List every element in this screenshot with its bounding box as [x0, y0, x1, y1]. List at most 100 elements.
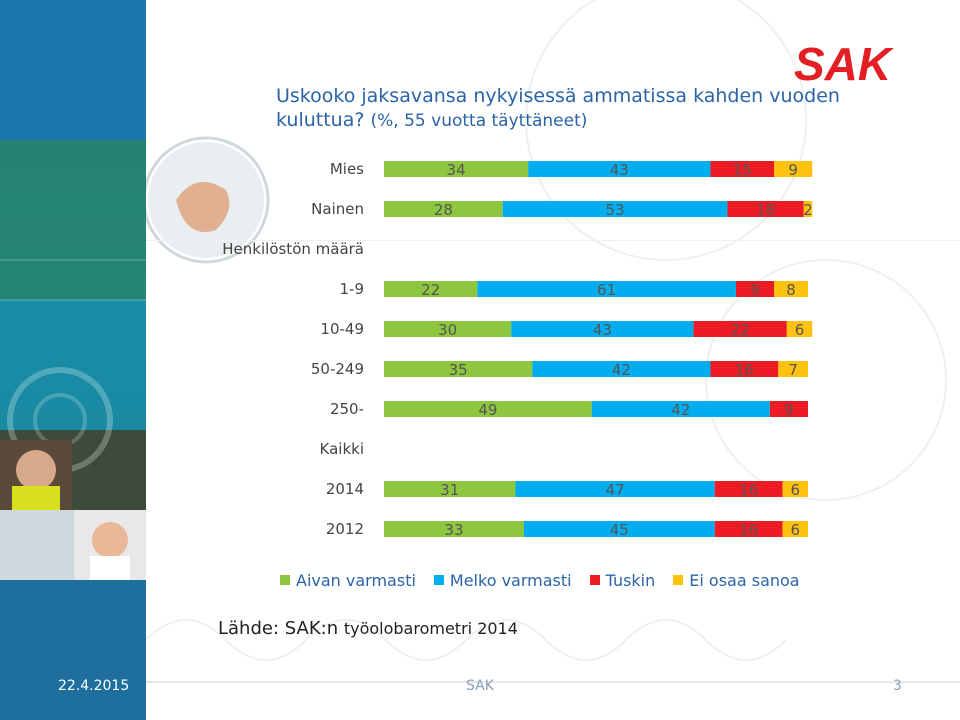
legend-label: Ei osaa sanoa: [689, 570, 800, 590]
data-label: 22: [421, 281, 440, 299]
bar-segment: [735, 281, 775, 297]
data-label: 7: [788, 361, 798, 379]
bar-segment: [769, 401, 808, 417]
footer-org: SAK: [466, 678, 494, 694]
category-label: 2014: [326, 480, 364, 498]
bar-segment: [384, 521, 524, 537]
footer-date: 22.4.2015: [58, 678, 130, 694]
data-label: 16: [739, 521, 758, 539]
data-label: 15: [733, 161, 752, 179]
category-label: 250-: [330, 400, 364, 418]
data-label: 42: [612, 361, 631, 379]
data-label: 42: [671, 401, 690, 419]
bar-segment: [782, 481, 808, 497]
bar-segment: [477, 281, 736, 297]
bar-segment: [786, 321, 813, 337]
chart-legend: Aivan varmasti Melko varmasti Tuskin Ei osa…: [280, 570, 818, 590]
data-label: 33: [444, 521, 463, 539]
title-main: Uskooko jaksavansa nykyisessä ammatissa …: [276, 85, 840, 131]
legend-swatch: [280, 575, 290, 585]
legend-swatch: [433, 575, 444, 585]
category-label: Henkilöstön määrä: [222, 240, 364, 258]
bar-segment: [528, 161, 711, 177]
category-label: Kaikki: [320, 440, 364, 458]
stacked-bar-chart: Mies 34 43 15 9 Nainen 28 53 18 2 Henkilöstön määr…: [222, 160, 813, 539]
data-label: 9: [788, 161, 798, 179]
data-label: 9: [750, 281, 760, 299]
data-label: 2: [803, 201, 813, 219]
bar-segment: [384, 321, 512, 337]
bar-segment: [693, 321, 787, 337]
source-rest: työolobarometri 2014: [343, 619, 518, 638]
bar-segment: [515, 481, 715, 497]
legend-item: Melko varmasti: [433, 570, 572, 590]
bar-segment: [778, 361, 808, 377]
bar-segment: [710, 361, 779, 377]
data-label: 16: [735, 361, 754, 379]
sidebar-pattern: [0, 259, 146, 580]
bar-segment: [782, 521, 808, 537]
legend-label: Aivan varmasti: [296, 570, 416, 590]
category-label: 10-49: [320, 320, 364, 338]
source-label: Lähde: SAK:n: [218, 618, 339, 639]
bar-segment: [727, 201, 804, 217]
data-label: 8: [786, 281, 796, 299]
data-label: 49: [478, 401, 497, 419]
decorative-sidebar: [0, 0, 146, 720]
bar-segment: [384, 281, 478, 297]
category-label: 50-249: [311, 360, 364, 378]
data-label: 45: [610, 521, 629, 539]
bar-segment: [803, 201, 813, 217]
category-label: Mies: [330, 160, 364, 178]
bar-segment: [714, 481, 783, 497]
category-label: Nainen: [311, 200, 364, 218]
legend-swatch: [589, 575, 600, 585]
bar-segment: [532, 361, 711, 377]
legend-item: Tuskin: [589, 570, 656, 590]
bar-segment: [591, 401, 770, 417]
data-label: 53: [606, 201, 625, 219]
data-label: 6: [791, 521, 801, 539]
footer-page-number: 3: [893, 678, 902, 694]
sak-logo: SAK: [794, 38, 894, 86]
bar-segment: [774, 281, 808, 297]
bar-segment: [523, 521, 715, 537]
data-label: 31: [440, 481, 459, 499]
data-label: 22: [731, 321, 750, 339]
title-subtitle: (%, 55 vuotta täyttäneet): [370, 111, 588, 131]
category-label: 2012: [326, 520, 364, 538]
sak-logo-text: SAK: [794, 38, 894, 86]
bar-segment: [710, 161, 775, 177]
data-label: 47: [606, 481, 625, 499]
category-label: 1-9: [340, 280, 365, 298]
data-label: 18: [756, 201, 775, 219]
bar-segment: [502, 201, 728, 217]
bar-segment: [774, 161, 813, 177]
data-label: 35: [449, 361, 468, 379]
legend-item: Aivan varmasti: [280, 571, 416, 590]
background-decoration: [146, 0, 960, 683]
slide-title: Uskooko jaksavansa nykyisessä ammatissa …: [276, 84, 876, 133]
legend-swatch: [673, 575, 684, 585]
bar-segment: [384, 161, 529, 177]
data-label: 6: [795, 321, 805, 339]
data-label: 6: [791, 481, 801, 499]
data-label: 28: [434, 201, 453, 219]
bar-segment: [714, 521, 783, 537]
bar-segment: [384, 201, 503, 217]
bar-segment: [511, 321, 694, 337]
bar-segment: [384, 361, 533, 377]
data-label: 30: [438, 321, 457, 339]
bar-segment: [384, 481, 516, 497]
data-label: 43: [593, 321, 612, 339]
legend-item: Ei osaa sanoa: [673, 570, 800, 590]
data-label: 61: [597, 281, 616, 299]
legend-label: Melko varmasti: [449, 570, 572, 590]
bar-segment: [384, 401, 592, 417]
legend-label: Tuskin: [605, 570, 656, 590]
source-note: Lähde: SAK:n työolobarometri 2014: [218, 618, 518, 639]
data-label: 43: [610, 161, 629, 179]
data-label: 34: [447, 161, 466, 179]
data-label: 9: [784, 401, 794, 419]
data-label: 16: [739, 481, 758, 499]
